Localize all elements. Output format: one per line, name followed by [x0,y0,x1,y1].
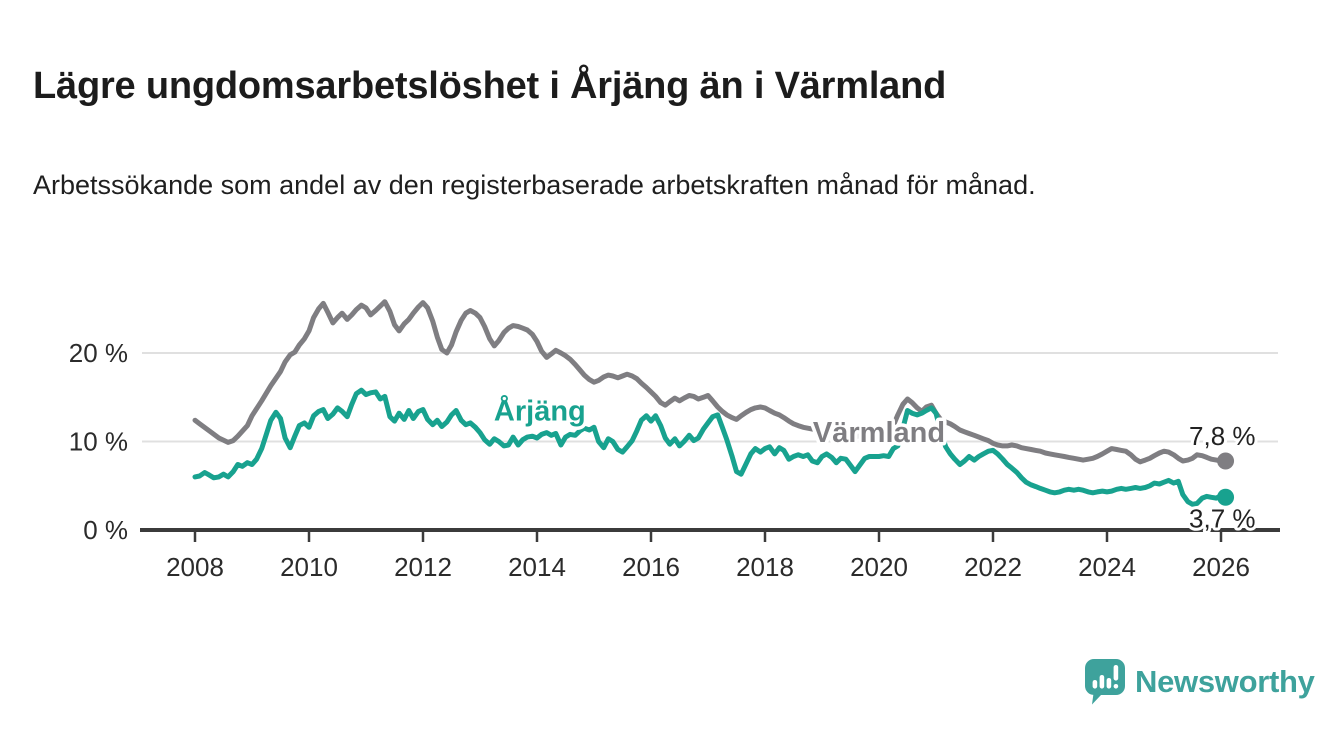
x-axis-label: 2010 [280,552,338,582]
page-subtitle: Arbetssökande som andel av den registerb… [33,170,1036,200]
end-dot-varmland [1217,452,1235,470]
page-title: Lägre ungdomsarbetslöshet i Årjäng än i … [33,65,947,108]
x-axis-label: 2026 [1192,552,1250,582]
y-axis-label: 20 % [69,338,128,368]
x-axis-label: 2018 [736,552,794,582]
end-dot-arjang [1217,488,1235,506]
newsworthy-chart-bubble-icon [1085,659,1125,705]
newsworthy-logo: Newsworthy [1085,658,1315,706]
end-value-label-varmland: 7,8 % [1189,421,1256,451]
x-axis-label: 2014 [508,552,566,582]
series-line-varmland [192,299,1229,465]
x-axis-label: 2016 [622,552,680,582]
y-axis-label: 10 % [69,427,128,457]
series-label-varmland: Värmland [813,417,945,449]
x-axis-label: 2008 [166,552,224,582]
x-axis-label: 2024 [1078,552,1136,582]
x-axis-label: 2012 [394,552,452,582]
x-axis-label: 2020 [850,552,908,582]
end-value-label-arjang: 3,7 % [1189,503,1256,533]
y-axis-label: 0 % [83,515,128,545]
series-line-arjang [192,387,1229,507]
series-label-arjang: Årjäng [494,394,586,427]
newsworthy-wordmark: Newsworthy [1135,664,1315,699]
x-axis-label: 2022 [964,552,1022,582]
